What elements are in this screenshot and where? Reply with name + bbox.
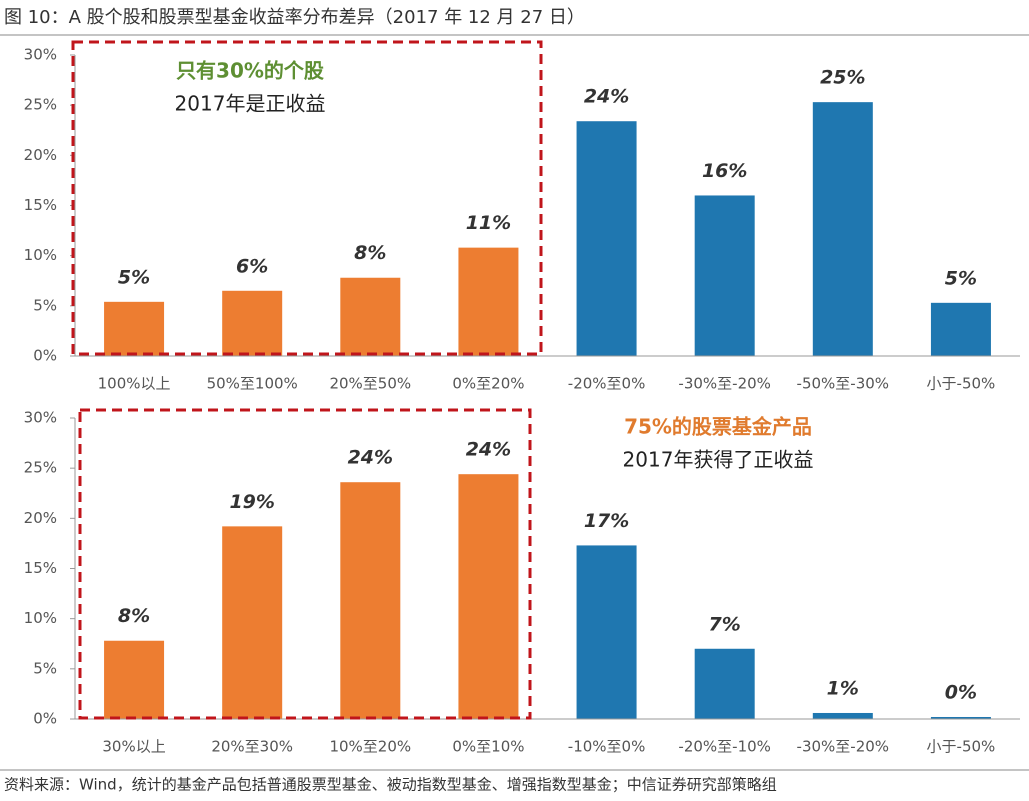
value-label: 16% bbox=[702, 160, 747, 182]
bar bbox=[694, 648, 755, 719]
value-label: 24% bbox=[584, 86, 629, 108]
value-label: 7% bbox=[709, 613, 741, 635]
x-tick-label: 20%至30% bbox=[211, 738, 293, 756]
bar bbox=[104, 640, 165, 719]
y-tick-label: 15% bbox=[24, 196, 57, 214]
x-tick-label: -20%至0% bbox=[568, 375, 646, 393]
bar bbox=[930, 302, 991, 356]
bar bbox=[104, 301, 165, 356]
x-tick-label: 30%以上 bbox=[102, 738, 165, 756]
bar bbox=[340, 482, 401, 719]
bar bbox=[694, 195, 755, 356]
bar bbox=[222, 290, 283, 356]
y-tick-label: 10% bbox=[24, 246, 57, 264]
y-tick-label: 25% bbox=[24, 96, 57, 114]
x-tick-label: 0%至10% bbox=[452, 738, 524, 756]
x-tick-label: -30%至-20% bbox=[797, 738, 890, 756]
value-label: 19% bbox=[229, 491, 274, 513]
y-tick-label: 30% bbox=[24, 409, 57, 427]
source: 资料来源：Wind，统计的基金产品包括普通股票型基金、被动指数型基金、增强指数型… bbox=[4, 776, 777, 794]
annotation: 75%的股票基金产品 bbox=[624, 415, 812, 439]
x-tick-label: -20%至-10% bbox=[678, 738, 771, 756]
bar bbox=[812, 102, 873, 356]
y-tick-label: 30% bbox=[24, 46, 57, 64]
annotation: 只有30%的个股 bbox=[176, 59, 324, 83]
x-tick-label: -10%至0% bbox=[568, 738, 646, 756]
x-tick-label: 0%至20% bbox=[452, 375, 524, 393]
bar bbox=[458, 474, 519, 719]
y-tick-label: 20% bbox=[24, 509, 57, 527]
y-tick-label: 25% bbox=[24, 459, 57, 477]
value-label: 24% bbox=[466, 439, 511, 461]
value-label: 17% bbox=[584, 510, 629, 532]
y-tick-label: 20% bbox=[24, 146, 57, 164]
bar bbox=[458, 247, 519, 356]
value-label: 24% bbox=[348, 447, 393, 469]
chart-title: 图 10：A 股个股和股票型基金收益率分布差异（2017 年 12 月 27 日… bbox=[4, 7, 585, 28]
x-tick-label: -30%至-20% bbox=[678, 375, 771, 393]
y-tick-label: 0% bbox=[33, 347, 57, 365]
bar bbox=[222, 526, 283, 719]
value-label: 25% bbox=[820, 67, 865, 89]
y-tick-label: 5% bbox=[33, 659, 57, 677]
x-tick-label: -50%至-30% bbox=[797, 375, 890, 393]
y-tick-label: 0% bbox=[33, 710, 57, 728]
value-label: 5% bbox=[945, 267, 977, 289]
bar bbox=[930, 716, 991, 719]
bar bbox=[576, 121, 637, 356]
x-tick-label: 小于-50% bbox=[927, 375, 996, 393]
highlight-box bbox=[71, 40, 543, 356]
value-label: 1% bbox=[827, 677, 859, 699]
x-tick-label: 100%以上 bbox=[98, 375, 171, 393]
bar bbox=[340, 277, 401, 356]
y-tick-label: 5% bbox=[33, 296, 57, 314]
value-label: 8% bbox=[354, 242, 386, 264]
bar bbox=[812, 712, 873, 719]
value-label: 0% bbox=[945, 681, 977, 703]
x-tick-label: 小于-50% bbox=[927, 738, 996, 756]
value-label: 6% bbox=[236, 255, 268, 277]
y-tick-label: 10% bbox=[24, 609, 57, 627]
bar bbox=[576, 545, 637, 719]
value-label: 8% bbox=[118, 605, 150, 627]
annotation: 2017年获得了正收益 bbox=[623, 448, 814, 472]
y-tick-label: 15% bbox=[24, 559, 57, 577]
value-label: 11% bbox=[466, 212, 511, 234]
annotation: 2017年是正收益 bbox=[175, 92, 326, 116]
value-label: 5% bbox=[118, 266, 150, 288]
x-tick-label: 50%至100% bbox=[207, 375, 298, 393]
x-tick-label: 20%至50% bbox=[329, 375, 411, 393]
x-tick-label: 10%至20% bbox=[329, 738, 411, 756]
highlight-box bbox=[78, 408, 532, 720]
